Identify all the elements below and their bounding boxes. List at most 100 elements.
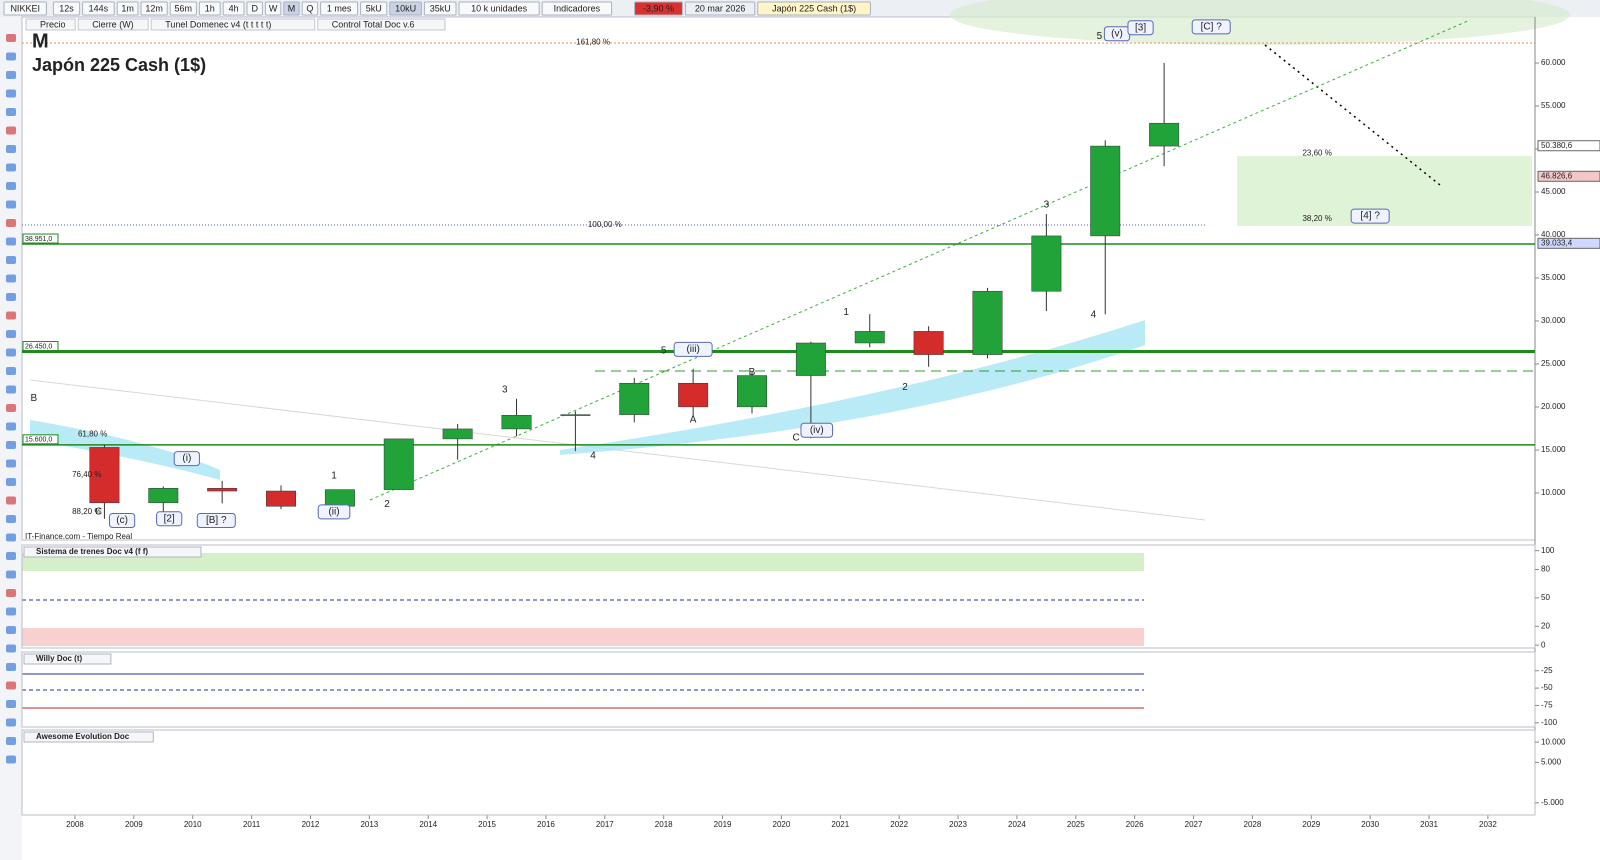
candle-body	[913, 331, 944, 355]
y-tick-label: 30.000	[1541, 316, 1566, 325]
interval-button[interactable]	[198, 1, 221, 16]
units-button[interactable]	[389, 1, 422, 16]
interval-button[interactable]	[116, 1, 139, 16]
symbol-button[interactable]	[3, 1, 47, 16]
tool-icon[interactable]	[6, 644, 16, 653]
tool-icon[interactable]	[6, 515, 16, 523]
x-tick-label: 2026	[1126, 820, 1144, 829]
tool-icon[interactable]	[6, 700, 16, 708]
y-tick-label: 0	[1541, 640, 1546, 649]
tool-icon[interactable]	[6, 89, 16, 98]
interval-button[interactable]	[82, 1, 115, 16]
tool-icon[interactable]	[6, 533, 16, 542]
tool-icon[interactable]	[6, 718, 16, 727]
tool-icon[interactable]	[6, 163, 16, 172]
tool-icon[interactable]	[6, 34, 16, 42]
tool-icon[interactable]	[6, 330, 16, 338]
tool-icon[interactable]	[6, 348, 16, 357]
units-select[interactable]	[458, 1, 540, 16]
x-tick-label: 2014	[419, 820, 437, 829]
interval-button[interactable]	[140, 1, 168, 16]
tool-icon[interactable]	[6, 71, 16, 79]
wave-label: C	[793, 433, 800, 444]
interval-button[interactable]	[169, 1, 197, 16]
interval-button[interactable]	[246, 1, 263, 16]
tool-icon[interactable]	[6, 441, 16, 449]
wave-label: 1	[331, 470, 337, 481]
y-tick-label: 25.000	[1541, 359, 1566, 368]
x-tick-label: 2015	[478, 820, 496, 829]
level-tag	[22, 233, 59, 244]
units-button[interactable]	[423, 1, 457, 16]
tool-icon[interactable]	[6, 663, 16, 671]
change-badge[interactable]	[634, 1, 683, 16]
tool-icon[interactable]	[6, 737, 16, 745]
tool-icon[interactable]	[6, 52, 16, 61]
fib-label: 76,40 %	[72, 470, 101, 479]
tool-icon[interactable]	[6, 478, 16, 486]
timeframe: M	[32, 30, 49, 52]
interval-button[interactable]	[222, 1, 245, 16]
indicator-title-box[interactable]	[23, 546, 202, 558]
wave-label: 5	[1097, 31, 1103, 42]
x-tick-label: 2020	[773, 820, 791, 829]
tool-icon[interactable]	[6, 459, 16, 468]
wave-label: B	[30, 393, 37, 404]
interval-button[interactable]	[52, 1, 81, 16]
legend-label: Precio	[40, 19, 66, 29]
interval-button-label: M	[288, 3, 296, 13]
fib-label: 23,60 %	[1302, 148, 1331, 157]
tool-icon[interactable]	[6, 570, 16, 579]
tool-icon[interactable]	[6, 200, 16, 209]
tool-icon[interactable]	[6, 681, 16, 690]
tool-icon[interactable]	[6, 552, 16, 560]
tool-icon[interactable]	[6, 237, 16, 246]
tool-icon[interactable]	[6, 496, 16, 505]
tool-icon[interactable]	[6, 219, 16, 227]
tool-icon[interactable]	[6, 293, 16, 301]
y-tick-label: 20.000	[1541, 402, 1566, 411]
date-label[interactable]	[684, 1, 756, 16]
interval-button-label: D	[251, 3, 258, 13]
tool-icon[interactable]	[6, 422, 16, 431]
legend-item[interactable]	[25, 18, 76, 31]
level-label: 26.450,0	[25, 343, 52, 350]
indicators-button[interactable]	[541, 1, 613, 16]
cloud-band	[30, 420, 220, 480]
tool-icon[interactable]	[6, 274, 16, 283]
instrument-label-label: Japón 225 Cash (1$)	[772, 3, 856, 13]
wave-label: 2	[902, 382, 908, 393]
candle-body	[501, 415, 532, 430]
y-tick-label: 55.000	[1541, 101, 1566, 110]
tool-icon[interactable]	[6, 404, 16, 412]
tool-icon[interactable]	[6, 182, 16, 190]
interval-button[interactable]	[283, 1, 300, 16]
level-tag	[22, 341, 59, 352]
tool-icon[interactable]	[6, 256, 16, 264]
period-button[interactable]	[320, 1, 359, 16]
tool-icon[interactable]	[6, 367, 16, 375]
tool-icon[interactable]	[6, 385, 16, 394]
tool-icon[interactable]	[6, 108, 16, 116]
x-tick-label: 2032	[1479, 820, 1497, 829]
instrument-label[interactable]	[757, 1, 871, 16]
interval-button[interactable]	[301, 1, 319, 16]
units-button[interactable]	[360, 1, 388, 16]
wave-label: [4] ?	[1360, 211, 1380, 222]
units-button-label: 10kU	[395, 3, 416, 13]
price-tag	[1537, 140, 1600, 152]
tool-icon[interactable]	[6, 311, 16, 320]
tool-icon[interactable]	[6, 626, 16, 634]
tool-icon[interactable]	[6, 126, 16, 135]
legend-item[interactable]	[150, 18, 316, 31]
legend-item[interactable]	[317, 18, 446, 31]
interval-button[interactable]	[264, 1, 282, 16]
indicator-title-box[interactable]	[23, 653, 112, 665]
wave-label: (v)	[1111, 28, 1123, 39]
tool-icon[interactable]	[6, 145, 16, 153]
tool-icon[interactable]	[6, 589, 16, 597]
indicator-title-box[interactable]	[23, 731, 154, 743]
tool-icon[interactable]	[6, 755, 16, 764]
legend-item[interactable]	[77, 18, 149, 31]
tool-icon[interactable]	[6, 607, 16, 616]
